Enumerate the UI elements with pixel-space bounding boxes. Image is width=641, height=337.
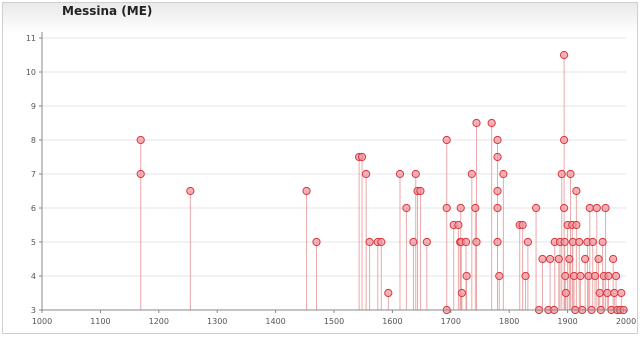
- data-point: [585, 203, 594, 213]
- data-point: [588, 237, 597, 247]
- data-point: [472, 237, 481, 247]
- y-tick-label: 11: [26, 34, 36, 43]
- data-point: [554, 254, 563, 264]
- x-tick-label: 1500: [324, 317, 344, 326]
- data-point: [604, 271, 613, 281]
- data-point: [136, 169, 145, 179]
- y-ticks: 3 4 5 6 7 8 9 10 11: [26, 34, 42, 315]
- data-point: [590, 271, 600, 281]
- data-point: [136, 135, 145, 145]
- chart-title: Messina (ME): [62, 4, 153, 18]
- x-tick-label: 1000: [32, 317, 52, 326]
- data-point: [409, 237, 418, 247]
- stems: [140, 55, 622, 310]
- data-point: [572, 220, 581, 230]
- data-point: [538, 254, 547, 264]
- data-point: [384, 288, 393, 298]
- data-point: [456, 203, 465, 213]
- data-point: [557, 169, 566, 179]
- data-point: [518, 220, 527, 230]
- data-point: [559, 50, 569, 60]
- x-tick-label: 1700: [441, 317, 461, 326]
- y-tick-label: 7: [31, 170, 36, 179]
- x-tick-label: 1200: [149, 317, 169, 326]
- data-point: [493, 203, 502, 213]
- data-point: [499, 169, 508, 179]
- data-point: [472, 118, 481, 128]
- y-tick-label: 6: [31, 204, 36, 213]
- x-tick-label: 2000: [616, 317, 636, 326]
- data-point: [560, 237, 569, 247]
- data-point: [561, 288, 570, 298]
- data-point: [617, 288, 626, 298]
- data-point: [595, 288, 604, 298]
- data-point: [462, 271, 471, 281]
- x-tick-label: 1600: [382, 317, 402, 326]
- data-point: [545, 254, 555, 264]
- data-point: [521, 271, 530, 281]
- data-point: [493, 237, 502, 247]
- y-tick-label: 5: [31, 238, 36, 247]
- grid: [42, 37, 626, 311]
- data-point: [395, 169, 405, 179]
- chart-panel: [2, 2, 638, 334]
- data-point: [312, 237, 321, 247]
- data-point: [471, 203, 480, 213]
- data-point: [302, 186, 311, 196]
- y-tick-label: 8: [31, 136, 36, 145]
- data-point: [594, 254, 603, 264]
- x-tick-label: 1300: [207, 317, 227, 326]
- data-point: [411, 169, 420, 179]
- data-point: [523, 237, 532, 247]
- points: [136, 50, 628, 315]
- data-point: [442, 203, 451, 213]
- data-point: [467, 169, 476, 179]
- data-point: [611, 271, 621, 281]
- data-point: [565, 254, 574, 264]
- data-point: [581, 254, 590, 264]
- data-point: [487, 118, 496, 128]
- x-tick-label: 1400: [265, 317, 285, 326]
- data-point: [575, 237, 584, 247]
- y-tick-label: 4: [31, 272, 36, 281]
- data-point: [609, 254, 618, 264]
- data-point: [572, 186, 581, 196]
- data-point: [559, 135, 569, 145]
- y-tick-label: 10: [26, 68, 36, 77]
- data-point: [377, 237, 386, 247]
- data-point: [402, 203, 411, 213]
- data-point: [186, 186, 195, 196]
- data-point: [416, 186, 425, 196]
- data-point: [454, 220, 463, 230]
- data-point: [610, 288, 619, 298]
- x-tick-label: 1100: [90, 317, 110, 326]
- data-point: [561, 271, 570, 281]
- data-point: [493, 135, 502, 145]
- data-point: [603, 288, 612, 298]
- data-point: [493, 186, 502, 196]
- data-point: [566, 169, 575, 179]
- x-tick-label: 1900: [557, 317, 577, 326]
- data-point: [559, 203, 569, 213]
- data-point: [457, 288, 466, 298]
- data-point: [601, 203, 610, 213]
- data-point: [442, 135, 451, 145]
- data-point: [493, 152, 502, 162]
- data-point: [422, 237, 431, 247]
- data-point: [495, 271, 504, 281]
- x-ticks: 1000 1100 1200 1300 1400 1500 1600 1700 1800 1900…: [32, 310, 636, 326]
- axes: [41, 32, 626, 311]
- y-tick-label: 3: [31, 306, 36, 315]
- data-point: [598, 237, 607, 247]
- data-point: [365, 237, 374, 247]
- data-point: [362, 169, 371, 179]
- data-point: [357, 152, 367, 162]
- data-point: [592, 203, 601, 213]
- y-tick-label: 9: [31, 102, 36, 111]
- data-point: [531, 203, 541, 213]
- x-tick-label: 1800: [499, 317, 519, 326]
- data-point: [576, 271, 585, 281]
- data-point: [461, 237, 471, 247]
